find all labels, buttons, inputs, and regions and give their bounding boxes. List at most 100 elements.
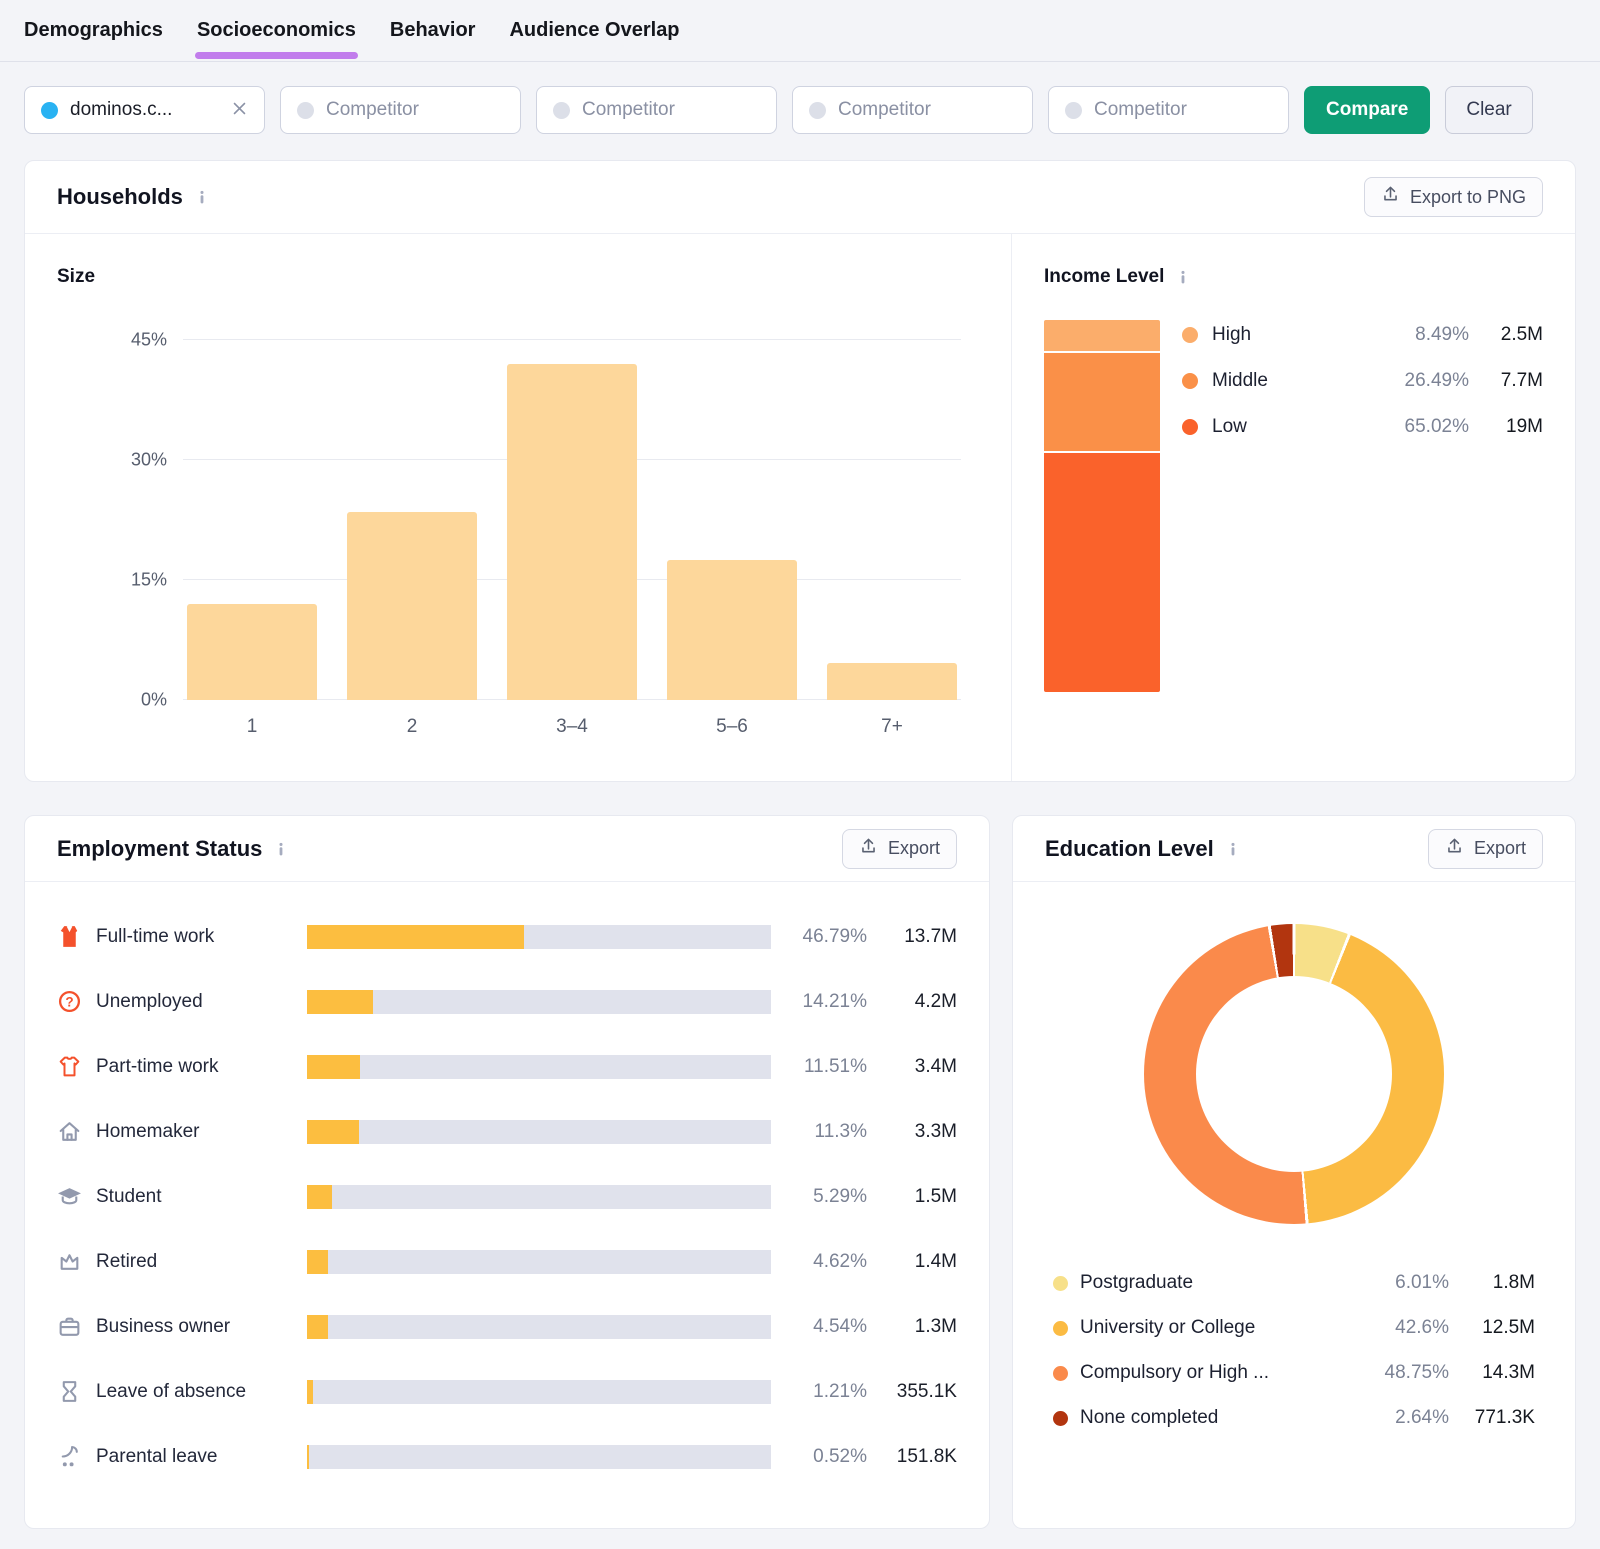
- income-level-title: Income Level: [1044, 266, 1165, 287]
- legend-label: University or College: [1080, 1317, 1256, 1338]
- legend-percent: 6.01%: [1395, 1272, 1449, 1293]
- legend-color-dot: [1182, 373, 1198, 389]
- export-label: Export: [887, 838, 940, 858]
- education-level-card: Education Level Export Postgraduate 6.01%…: [1012, 815, 1576, 1529]
- employment-row: Retired 4.62% 1.4M: [57, 1229, 957, 1294]
- employment-row: Homemaker 11.3% 3.3M: [57, 1099, 957, 1164]
- svg-text:?: ?: [65, 994, 73, 1009]
- employment-row: Student 5.29% 1.5M: [57, 1164, 957, 1229]
- legend-percent: 26.49%: [1404, 370, 1469, 391]
- export-icon: [1381, 185, 1400, 209]
- employment-label: Unemployed: [96, 990, 203, 1012]
- domain-chip-label: dominos.c...: [70, 99, 173, 120]
- export-to-png-button[interactable]: Export to PNG: [1363, 177, 1543, 217]
- competitor-color-dot: [553, 101, 570, 119]
- employment-bar-track: [307, 1379, 771, 1404]
- employment-value: 1.5M: [914, 1185, 957, 1207]
- employment-label: Homemaker: [96, 1120, 200, 1142]
- close-icon: [231, 100, 248, 120]
- tab-socioeconomics[interactable]: Socioeconomics: [194, 0, 358, 61]
- compare-button[interactable]: Compare: [1304, 86, 1431, 134]
- employment-label: Parental leave: [96, 1445, 218, 1467]
- employment-row: Leave of absence 1.21% 355.1K: [57, 1359, 957, 1424]
- legend-item: None completed 2.64% 771.3K: [1053, 1403, 1535, 1433]
- legend-percent: 42.6%: [1395, 1317, 1449, 1338]
- employment-bar-track: [307, 1054, 771, 1079]
- income-segment-low: [1044, 452, 1160, 692]
- legend-color-dot: [1053, 1410, 1068, 1426]
- legend-color-dot: [1053, 1320, 1068, 1336]
- competitor-color-dot: [297, 101, 314, 119]
- employment-value: 151.8K: [896, 1445, 957, 1467]
- export-to-png-label: Export to PNG: [1409, 186, 1526, 207]
- competitor-input[interactable]: [326, 99, 506, 121]
- export-button[interactable]: Export: [1427, 828, 1543, 869]
- size-chart-title: Size: [57, 266, 96, 287]
- competitor-input-slot[interactable]: [280, 86, 521, 134]
- y-axis-tick-label: 0%: [140, 689, 167, 710]
- export-label: Export: [1473, 838, 1526, 858]
- bar-column: 3–4: [507, 340, 637, 737]
- hourglass-icon: [57, 1379, 85, 1404]
- employment-row: ? Unemployed 14.21% 4.2M: [57, 969, 957, 1034]
- bar: [827, 663, 957, 700]
- employment-value: 1.3M: [914, 1315, 957, 1337]
- competitor-input-slot[interactable]: [792, 86, 1033, 134]
- employment-bar-fill: [307, 989, 373, 1014]
- employment-value: 4.2M: [914, 990, 957, 1012]
- x-axis-category-label: 7+: [881, 716, 903, 737]
- legend-color-dot: [1182, 419, 1198, 435]
- employment-label: Part-time work: [96, 1055, 219, 1077]
- competitor-input-slot[interactable]: [536, 86, 777, 134]
- bar-column: 2: [347, 340, 477, 737]
- legend-label: Middle: [1212, 370, 1268, 391]
- info-icon[interactable]: [1176, 270, 1190, 284]
- legend-percent: 8.49%: [1415, 324, 1469, 345]
- employment-label: Leave of absence: [96, 1380, 247, 1402]
- competitor-input[interactable]: [838, 99, 1018, 121]
- stroller-icon: [57, 1444, 85, 1469]
- tab-demographics[interactable]: Demographics: [24, 19, 163, 41]
- info-icon[interactable]: [274, 842, 288, 856]
- legend-color-dot: [1182, 327, 1198, 343]
- employment-label: Retired: [96, 1250, 158, 1272]
- tab-audience-overlap[interactable]: Audience Overlap: [509, 19, 680, 41]
- legend-value: 14.3M: [1482, 1362, 1535, 1383]
- employment-row: Business owner 4.54% 1.3M: [57, 1294, 957, 1359]
- employment-value: 355.1K: [896, 1380, 957, 1402]
- legend-item: University or College 42.6% 12.5M: [1053, 1313, 1535, 1343]
- legend-item: Postgraduate 6.01% 1.8M: [1053, 1268, 1535, 1298]
- employment-percent: 5.29%: [813, 1185, 867, 1207]
- legend-percent: 65.02%: [1404, 416, 1469, 437]
- export-icon: [1445, 837, 1464, 861]
- education-level-title: Education Level: [1045, 835, 1214, 861]
- household-size-bar-chart: 45% 30% 15% 0% 1 2 3–4 5–6 7+: [131, 330, 961, 737]
- competitor-input[interactable]: [1094, 99, 1274, 121]
- employment-row: Parental leave 0.52% 151.8K: [57, 1424, 957, 1489]
- income-segment-middle: [1044, 353, 1160, 451]
- info-icon[interactable]: [1226, 842, 1240, 856]
- employment-value: 3.3M: [914, 1120, 957, 1142]
- tab-behavior[interactable]: Behavior: [389, 19, 476, 41]
- question-icon: ?: [57, 989, 85, 1014]
- competitor-input-slot[interactable]: [1048, 86, 1289, 134]
- clear-button[interactable]: Clear: [1445, 86, 1533, 134]
- gridline: [183, 339, 961, 340]
- employment-label: Full-time work: [96, 925, 215, 947]
- competitor-input[interactable]: [582, 99, 762, 121]
- employment-percent: 1.21%: [813, 1380, 867, 1402]
- graduation-cap-icon: [57, 1184, 85, 1209]
- domain-chip[interactable]: dominos.c...: [24, 86, 265, 134]
- legend-value: 12.5M: [1482, 1317, 1535, 1338]
- bar: [347, 512, 477, 700]
- export-button[interactable]: Export: [841, 828, 957, 869]
- competitor-color-dot: [1065, 101, 1082, 119]
- employment-bar-track: [307, 1184, 771, 1209]
- employment-percent: 11.51%: [803, 1055, 867, 1077]
- info-icon[interactable]: [195, 190, 209, 204]
- remove-domain-button[interactable]: [229, 98, 250, 122]
- employment-percent: 14.21%: [802, 990, 867, 1012]
- legend-value: 2.5M: [1500, 324, 1543, 345]
- households-card: Households Export to PNG Size 45% 30% 15% 0…: [24, 160, 1576, 782]
- section-tabs: Demographics Socioeconomics Behavior Audien…: [0, 0, 1600, 62]
